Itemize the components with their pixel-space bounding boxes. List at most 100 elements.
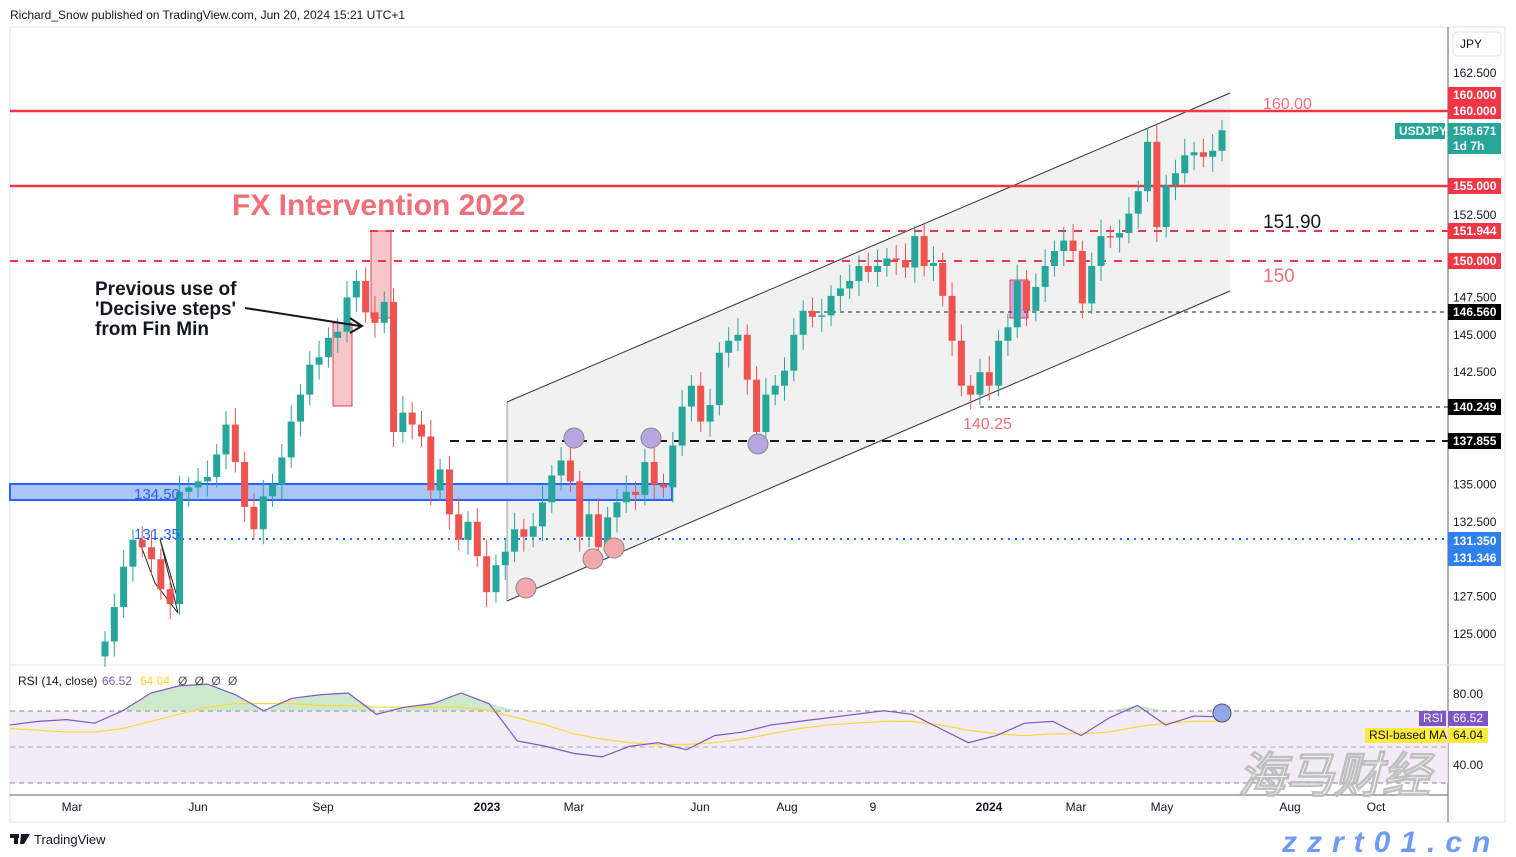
candle[interactable] bbox=[1134, 180, 1142, 229]
candle[interactable] bbox=[362, 267, 370, 323]
candle[interactable] bbox=[1050, 240, 1058, 277]
candle[interactable] bbox=[929, 246, 937, 281]
candle[interactable] bbox=[1116, 219, 1124, 253]
candle[interactable] bbox=[650, 445, 658, 500]
candle[interactable] bbox=[1106, 225, 1114, 249]
candle[interactable] bbox=[1181, 138, 1189, 184]
candle[interactable] bbox=[725, 327, 733, 368]
wedge-pattern[interactable] bbox=[139, 538, 179, 614]
candle[interactable] bbox=[902, 243, 910, 278]
candle[interactable] bbox=[520, 518, 528, 552]
candle[interactable] bbox=[501, 538, 509, 581]
candle[interactable] bbox=[157, 548, 165, 600]
candle[interactable] bbox=[846, 264, 854, 299]
candle[interactable] bbox=[296, 384, 304, 437]
candle[interactable] bbox=[120, 550, 128, 618]
low-marker[interactable] bbox=[515, 577, 537, 599]
candle[interactable] bbox=[334, 318, 342, 353]
candle[interactable] bbox=[194, 467, 202, 498]
candle[interactable] bbox=[790, 318, 798, 382]
candle[interactable] bbox=[883, 248, 891, 277]
candle[interactable] bbox=[743, 324, 751, 395]
candle[interactable] bbox=[1097, 219, 1105, 281]
candle[interactable] bbox=[101, 631, 109, 667]
candle[interactable] bbox=[529, 512, 537, 548]
candle[interactable] bbox=[632, 481, 640, 510]
candle[interactable] bbox=[455, 497, 463, 551]
candle[interactable] bbox=[1171, 159, 1179, 201]
candle[interactable] bbox=[129, 529, 137, 582]
candle[interactable] bbox=[911, 225, 919, 283]
candle[interactable] bbox=[697, 372, 705, 433]
candle[interactable] bbox=[138, 526, 146, 558]
candle[interactable] bbox=[1162, 174, 1170, 238]
candle[interactable] bbox=[762, 378, 770, 447]
candle[interactable] bbox=[771, 375, 779, 406]
candle[interactable] bbox=[1069, 224, 1077, 262]
candle[interactable] bbox=[231, 408, 239, 473]
candle[interactable] bbox=[874, 249, 882, 287]
candle[interactable] bbox=[995, 330, 1003, 397]
candle[interactable] bbox=[222, 411, 230, 470]
candle[interactable] bbox=[613, 488, 621, 533]
candle[interactable] bbox=[715, 342, 723, 416]
candle[interactable] bbox=[343, 280, 351, 343]
candle[interactable] bbox=[287, 405, 295, 468]
candle[interactable] bbox=[576, 470, 584, 552]
candle[interactable] bbox=[706, 388, 714, 437]
candle[interactable] bbox=[734, 318, 742, 352]
candle[interactable] bbox=[836, 274, 844, 311]
candle[interactable] bbox=[148, 530, 156, 575]
candle[interactable] bbox=[1088, 252, 1096, 314]
candle[interactable] bbox=[660, 473, 667, 498]
candle[interactable] bbox=[808, 297, 816, 328]
candle[interactable] bbox=[110, 593, 118, 657]
candle[interactable] bbox=[669, 432, 677, 503]
tradingview-brand[interactable]: TradingView bbox=[34, 832, 106, 847]
candle[interactable] bbox=[1209, 134, 1217, 172]
rsi-ma-line[interactable] bbox=[9, 703, 1223, 746]
note-arrow[interactable] bbox=[244, 307, 361, 327]
candle[interactable] bbox=[1041, 249, 1049, 302]
candle[interactable] bbox=[818, 298, 826, 332]
candle[interactable] bbox=[1144, 128, 1152, 202]
candle[interactable] bbox=[250, 493, 258, 540]
resistance-marker[interactable] bbox=[640, 427, 662, 449]
candle[interactable] bbox=[781, 357, 789, 401]
candle[interactable] bbox=[1218, 119, 1226, 162]
candle[interactable] bbox=[511, 512, 519, 563]
candle[interactable] bbox=[417, 411, 425, 447]
channel-lower-line[interactable] bbox=[506, 290, 1231, 602]
candle[interactable] bbox=[213, 444, 221, 488]
candle[interactable] bbox=[175, 475, 183, 615]
candle[interactable] bbox=[827, 285, 835, 326]
candle[interactable] bbox=[548, 464, 556, 513]
rsi-legend-label[interactable]: RSI (14, close) bbox=[18, 674, 97, 688]
candle[interactable] bbox=[855, 255, 863, 296]
candle[interactable] bbox=[1125, 197, 1133, 244]
candle[interactable] bbox=[1032, 273, 1040, 322]
candle[interactable] bbox=[557, 447, 565, 491]
support-zone-134-50[interactable] bbox=[9, 483, 673, 501]
candle[interactable] bbox=[408, 402, 416, 440]
candle[interactable] bbox=[306, 351, 314, 406]
candle[interactable] bbox=[920, 222, 928, 277]
candle[interactable] bbox=[892, 245, 900, 275]
candle[interactable] bbox=[1078, 240, 1086, 319]
candle[interactable] bbox=[1153, 125, 1161, 243]
candle[interactable] bbox=[315, 340, 323, 380]
candle[interactable] bbox=[241, 451, 249, 522]
candle[interactable] bbox=[166, 575, 174, 620]
candle[interactable] bbox=[538, 485, 546, 542]
rsi-line[interactable] bbox=[9, 683, 1223, 758]
candle[interactable] bbox=[1060, 227, 1068, 266]
candle[interactable] bbox=[799, 300, 807, 350]
candle[interactable] bbox=[957, 324, 965, 397]
currency-button[interactable] bbox=[1452, 31, 1502, 57]
candle[interactable] bbox=[399, 396, 407, 443]
candle[interactable] bbox=[566, 444, 574, 492]
candle[interactable] bbox=[436, 458, 444, 501]
candle[interactable] bbox=[1013, 264, 1021, 338]
resistance-marker[interactable] bbox=[563, 427, 585, 449]
candle[interactable] bbox=[445, 455, 453, 530]
